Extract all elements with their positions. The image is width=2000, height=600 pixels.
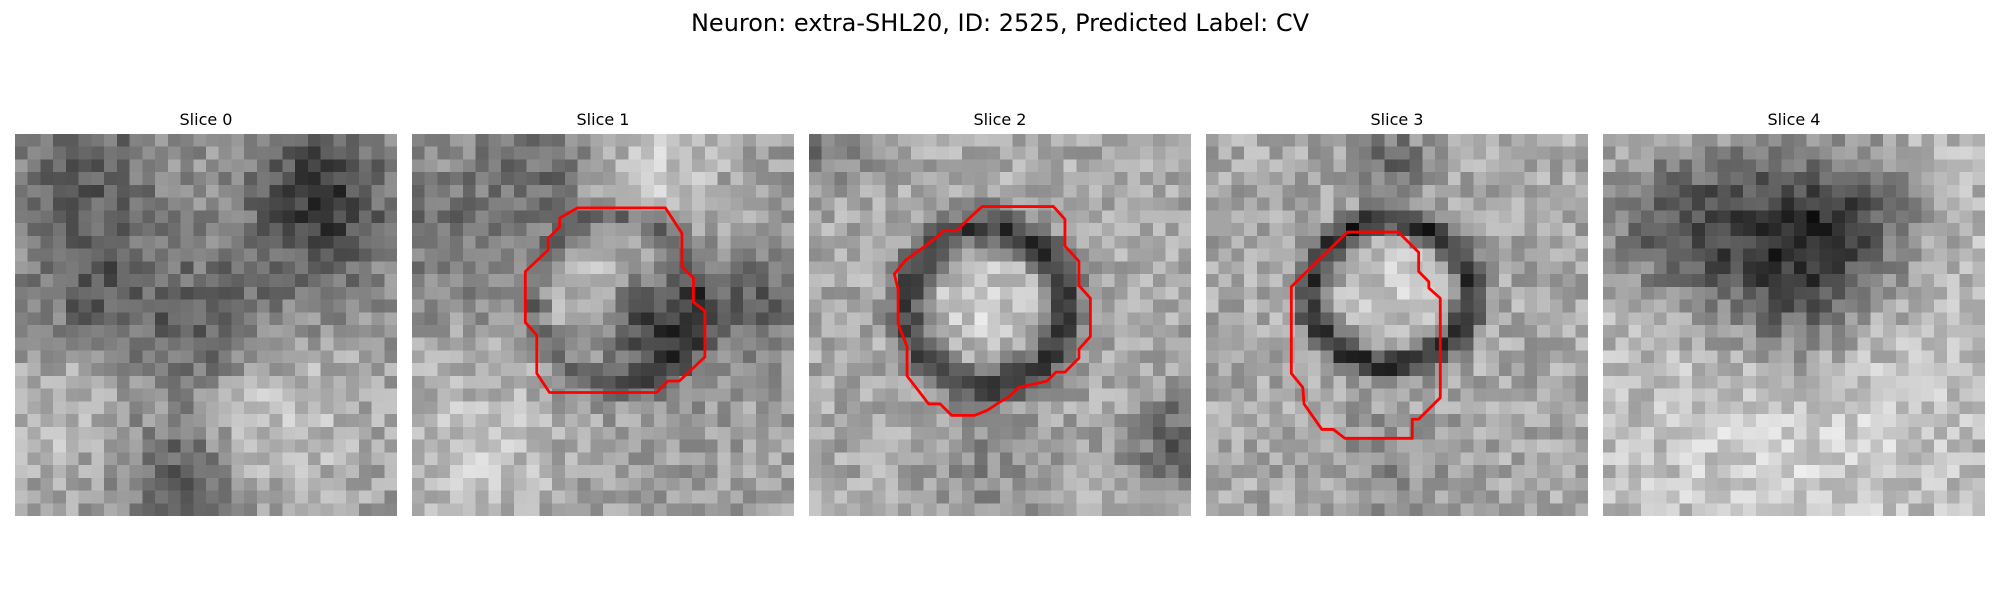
segmentation-contour-2 — [892, 205, 1092, 417]
slice-title-0: Slice 0 — [179, 110, 233, 129]
slice-title-1: Slice 1 — [576, 110, 630, 129]
segmentation-contour-3 — [1289, 230, 1442, 440]
segmentation-contour-1 — [523, 206, 707, 394]
slice-title-4: Slice 4 — [1767, 110, 1821, 129]
figure-title: Neuron: extra-SHL20, ID: 2525, Predicted… — [690, 9, 1310, 37]
slice-image-4 — [1603, 134, 1985, 516]
slice-title-3: Slice 3 — [1370, 110, 1424, 129]
slice-image-2 — [809, 134, 1191, 516]
slice-title-2: Slice 2 — [973, 110, 1027, 129]
slice-image-3 — [1206, 134, 1588, 516]
slice-image-1 — [412, 134, 794, 516]
slice-image-0 — [15, 134, 397, 516]
